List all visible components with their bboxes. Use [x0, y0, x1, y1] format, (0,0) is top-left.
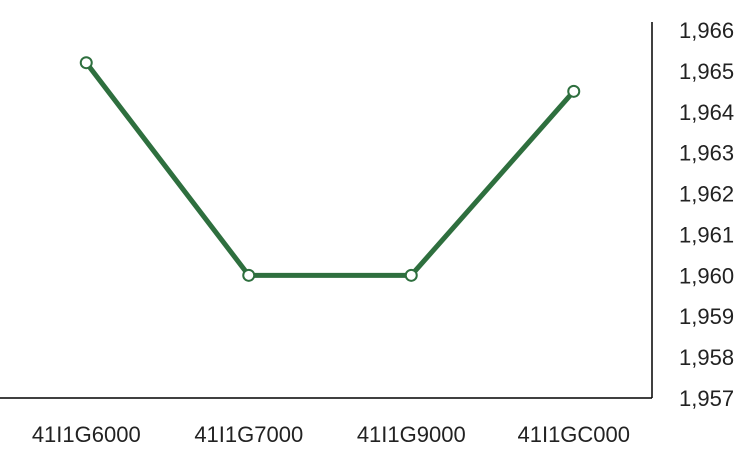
y-tick-label: 1,963: [679, 141, 734, 166]
y-tick-labels: 1,957 1,958 1,959 1,960 1,961 1,962 1,963 1,964…: [679, 18, 734, 411]
y-tick-label: 1,958: [679, 345, 734, 370]
x-tick-label: 41I1GC000: [517, 422, 630, 446]
series-group: [79, 56, 581, 282]
y-tick-label: 1,960: [679, 263, 734, 288]
y-tick-label: 1,965: [679, 59, 734, 84]
y-tick-label: 1,962: [679, 182, 734, 207]
data-point[interactable]: [79, 56, 93, 70]
x-tick-label: 41I1G7000: [194, 422, 303, 446]
y-tick-label: 1,957: [679, 386, 734, 411]
y-tick-label: 1,966: [679, 18, 734, 43]
axes: [0, 22, 653, 399]
series-line: [83, 60, 577, 278]
x-tick-label: 41I1G9000: [357, 422, 466, 446]
x-tick-labels: 41I1G6000 41I1G7000 41I1G9000 41I1GC000: [32, 422, 630, 447]
data-point[interactable]: [404, 268, 418, 282]
data-point[interactable]: [242, 268, 256, 282]
y-tick-label: 1,961: [679, 222, 734, 247]
x-tick-label: 41I1G6000: [32, 422, 141, 446]
y-tick-label: 1,964: [679, 100, 734, 125]
data-point[interactable]: [567, 84, 581, 98]
y-tick-label: 1,959: [679, 304, 734, 329]
